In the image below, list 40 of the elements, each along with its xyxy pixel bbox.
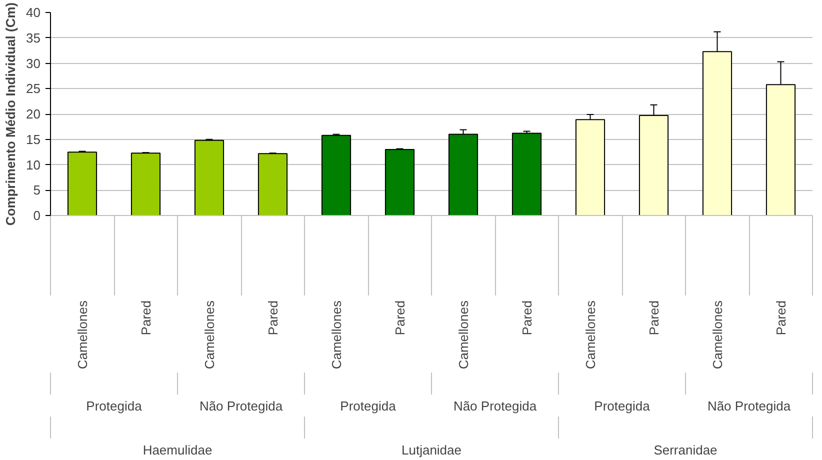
text: Não Protegida — [199, 398, 284, 414]
bar — [130, 152, 161, 216]
y-tick-label: 10 — [26, 157, 41, 172]
x-tick-label: Camellones — [328, 300, 344, 370]
y-tick-label: 20 — [26, 106, 41, 122]
y-tick-label: 35 — [26, 30, 41, 46]
x-tick-label: Camellones — [456, 300, 471, 370]
x-tick-label: Camellones — [582, 300, 598, 370]
bar — [194, 140, 224, 216]
x-tick-label: Pared — [138, 300, 154, 336]
bar — [384, 149, 415, 216]
bar — [67, 152, 98, 216]
bar — [512, 132, 542, 216]
text: Não Protegida — [453, 398, 538, 414]
x-tick-label: Pared — [392, 300, 408, 336]
x-tick-label: Pared — [773, 300, 788, 336]
x-tick-label: Pared — [646, 300, 662, 336]
bar — [575, 119, 606, 216]
y-tick-label: 0 — [33, 208, 41, 223]
x-tick-label: Camellones — [710, 300, 725, 370]
x-tick-label: Pared — [519, 300, 534, 336]
text: Lutjanidae — [402, 442, 462, 458]
text: Haemulidae — [142, 442, 212, 458]
bar — [448, 134, 478, 216]
text: Protegida — [340, 398, 397, 414]
text: Serranidae — [654, 442, 718, 458]
bar — [258, 153, 288, 216]
y-tick-label: 5 — [33, 182, 41, 198]
text: Protegida — [594, 398, 651, 414]
text: Protegida — [86, 398, 143, 414]
y-axis-title: Comprimento Médio Individual (Cm) — [3, 2, 18, 226]
y-tick-label: 25 — [26, 81, 41, 96]
x-tick-label: Camellones — [74, 300, 90, 370]
text: Não Protegida — [707, 398, 792, 414]
x-tick-label: Camellones — [202, 300, 217, 370]
y-tick-label: 30 — [26, 56, 41, 71]
y-tick-label: 40 — [26, 5, 41, 20]
y-tick-label: 15 — [26, 132, 41, 147]
x-tick-label: Pared — [265, 300, 280, 336]
bar — [321, 134, 352, 216]
